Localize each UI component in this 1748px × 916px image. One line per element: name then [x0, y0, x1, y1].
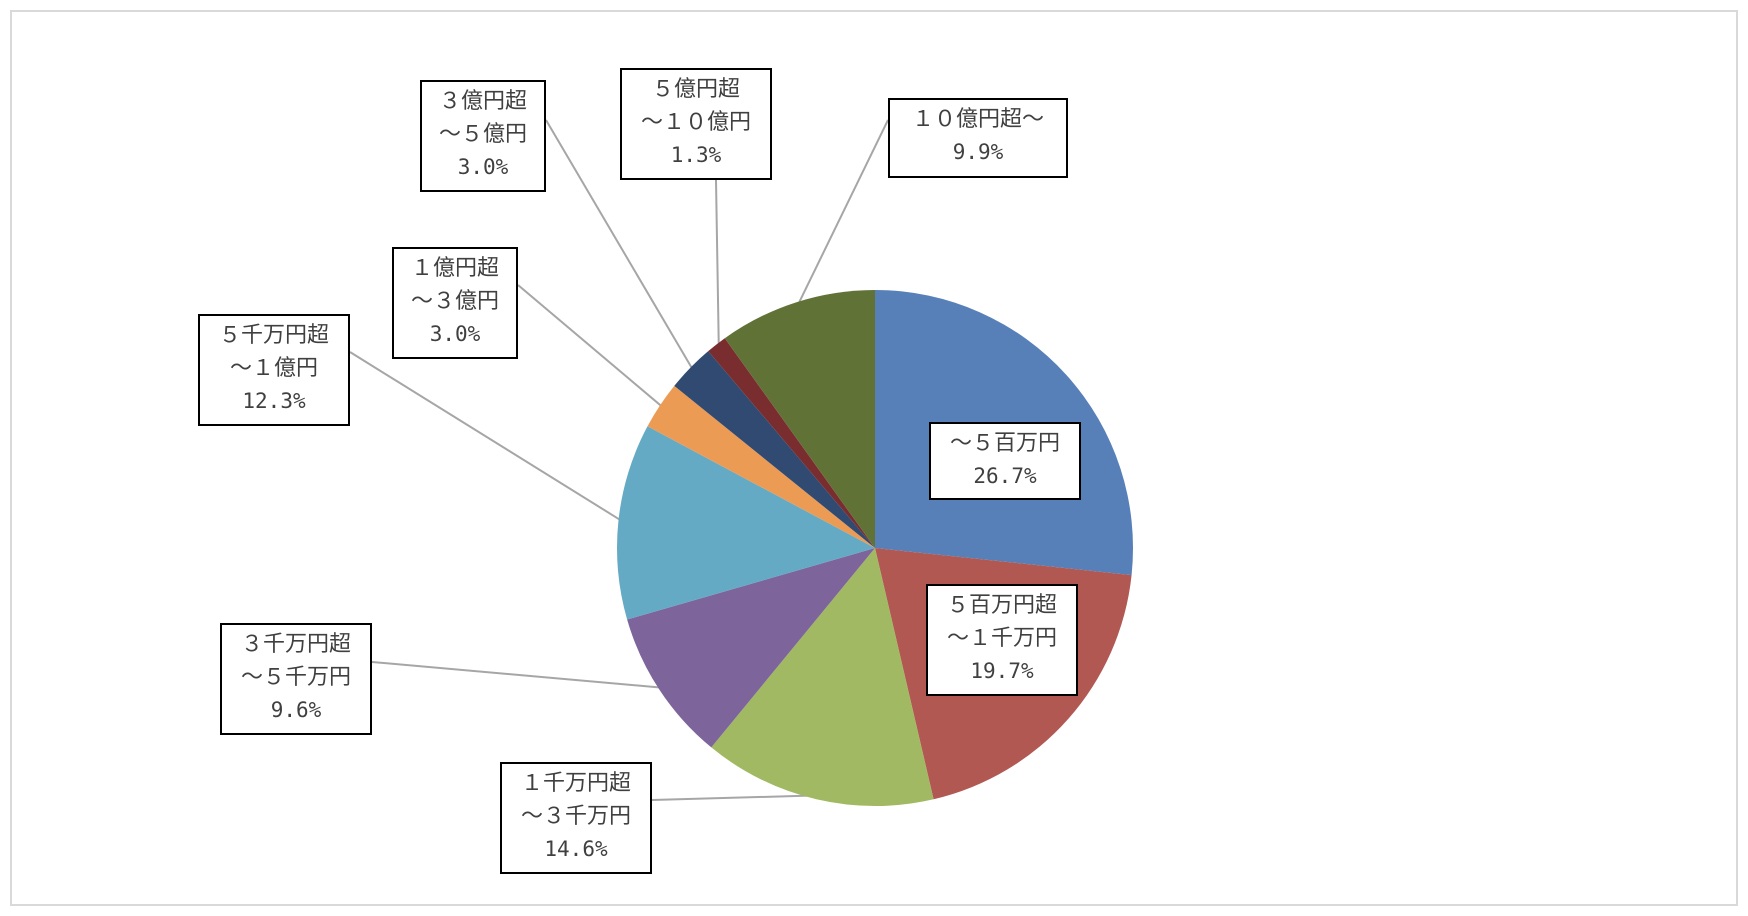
- leader-line-5: [517, 284, 664, 409]
- data-label-category: １０億円超～: [911, 107, 1044, 132]
- data-label-category: ～１千万円: [946, 626, 1057, 651]
- data-label-3: ３千万円超 ～５千万円 9.6%: [220, 623, 372, 735]
- data-label-category: ～３億円: [410, 289, 499, 314]
- data-label-category: １億円超: [410, 256, 499, 281]
- data-label-category: ～１０億円: [640, 110, 751, 135]
- leader-line-7: [715, 179, 720, 348]
- data-label-value: 26.7%: [973, 464, 1037, 488]
- leader-line-8: [796, 119, 889, 307]
- leader-line-3: [371, 661, 663, 689]
- data-label-category: ３億円超: [438, 89, 527, 114]
- pie-slice-5: [647, 385, 875, 548]
- pie-slice-7: [708, 338, 875, 548]
- data-label-value: 9.6%: [270, 698, 322, 722]
- data-label-category: ～５千万円: [240, 665, 351, 690]
- data-label-6: ３億円超 ～５億円 3.0%: [420, 80, 546, 192]
- pie-slice-8: [724, 290, 875, 548]
- data-label-value: 14.6%: [544, 837, 608, 861]
- data-label-0: ～５百万円 26.7%: [929, 422, 1081, 500]
- pie-slices: [616, 290, 1134, 806]
- leader-lines: [349, 119, 889, 801]
- pie-slice-6: [674, 351, 875, 548]
- data-label-value: 9.9%: [952, 140, 1004, 164]
- data-label-value: 3.0%: [457, 155, 509, 179]
- data-label-value: 1.3%: [670, 143, 722, 167]
- data-label-category: ～１億円: [229, 356, 318, 381]
- data-label-category: ５億円超: [651, 77, 740, 102]
- leader-line-6: [545, 119, 695, 372]
- data-label-2: １千万円超 ～３千万円 14.6%: [500, 762, 652, 874]
- data-label-8: １０億円超～ 9.9%: [888, 98, 1068, 178]
- data-label-category: ～５百万円: [949, 431, 1060, 456]
- data-label-1: ５百万円超 ～１千万円 19.7%: [926, 584, 1078, 696]
- data-label-category: ～５億円: [438, 122, 527, 147]
- pie-slice-4: [616, 426, 875, 620]
- leader-line-2: [651, 794, 818, 801]
- pie-slice-2: [711, 548, 934, 806]
- data-label-7: ５億円超 ～１０億円 1.3%: [620, 68, 772, 180]
- data-label-category: ～３千万円: [520, 804, 631, 829]
- data-label-4: ５千万円超 ～１億円 12.3%: [198, 314, 350, 426]
- data-label-category: ５百万円超: [946, 593, 1057, 618]
- data-label-value: 19.7%: [970, 659, 1034, 683]
- data-label-5: １億円超 ～３億円 3.0%: [392, 247, 518, 359]
- pie-slice-3: [627, 548, 875, 748]
- leader-line-4: [349, 351, 623, 523]
- data-label-value: 3.0%: [429, 322, 481, 346]
- data-label-category: １千万円超: [520, 771, 631, 796]
- data-label-category: ５千万円超: [218, 323, 329, 348]
- data-label-category: ３千万円超: [240, 632, 351, 657]
- data-label-value: 12.3%: [242, 389, 306, 413]
